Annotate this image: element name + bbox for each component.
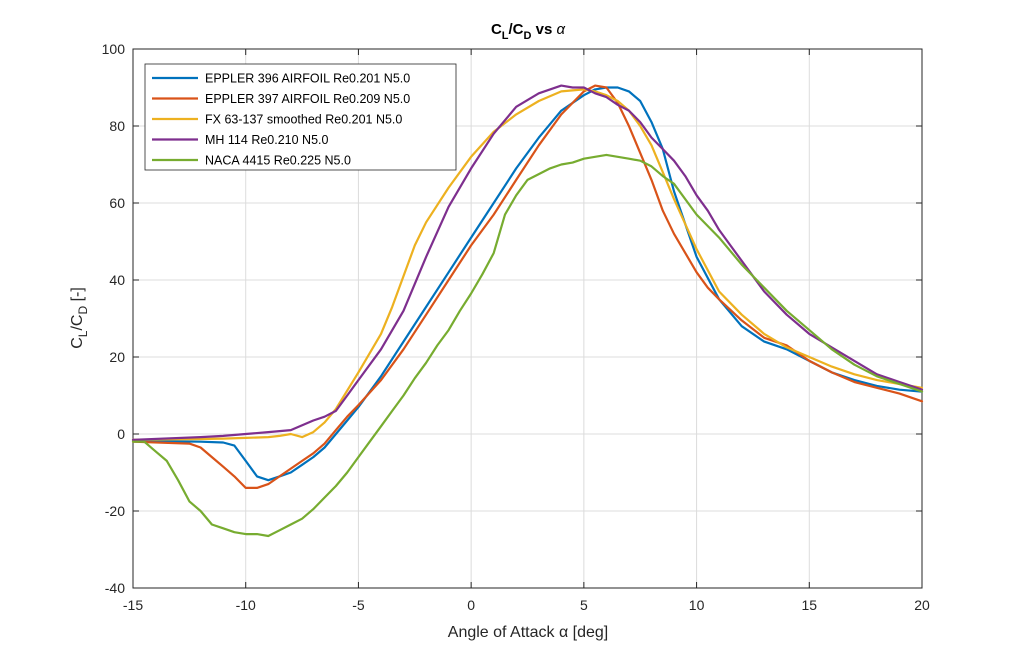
legend-box [144, 63, 457, 171]
y-axis-label: CL/CD [-] [69, 287, 90, 349]
y-tick-label: 100 [102, 41, 126, 57]
y-tick-label: -40 [105, 580, 125, 596]
x-tick-label: 20 [914, 597, 930, 613]
legend-label: EPPLER 396 AIRFOIL Re0.201 N5.0 [205, 72, 410, 86]
x-tick-label: 15 [801, 597, 817, 613]
series-layer [131, 84, 924, 538]
x-tick-label: -15 [123, 597, 143, 613]
legend-item: EPPLER 397 AIRFOIL Re0.209 N5.0 [152, 92, 410, 106]
tick-labels: -15 -10 -5 0 5 10 15 20 -40 -20 0 20 40 60 80 100 [102, 41, 930, 613]
legend-label: MH 114 Re0.210 N5.0 [205, 133, 328, 147]
legend-item: EPPLER 396 AIRFOIL Re0.201 N5.0 [152, 72, 410, 86]
y-tick-label: -20 [105, 503, 125, 519]
x-tick-label: 10 [689, 597, 705, 613]
y-tick-label: 80 [109, 118, 125, 134]
series-line-3 [131, 88, 924, 441]
plot-area [132, 48, 923, 589]
x-axis-label: Angle of Attack α [deg] [448, 624, 608, 641]
y-tick-label: 40 [109, 272, 125, 288]
chart-title: CL/CD vs α [491, 21, 566, 42]
legend-label: EPPLER 397 AIRFOIL Re0.209 N5.0 [205, 92, 410, 106]
y-tick-label: 20 [109, 349, 125, 365]
legend-item: FX 63-137 smoothed Re0.201 N5.0 [152, 113, 402, 127]
legend: EPPLER 396 AIRFOIL Re0.201 N5.0 EPPLER 39… [144, 63, 457, 171]
legend-item: NACA 4415 Re0.225 N5.0 [152, 154, 351, 168]
x-tick-label: -5 [352, 597, 365, 613]
legend-label: FX 63-137 smoothed Re0.201 N5.0 [205, 113, 402, 127]
legend-label: NACA 4415 Re0.225 N5.0 [205, 154, 351, 168]
y-tick-label: 0 [117, 426, 125, 442]
legend-item: MH 114 Re0.210 N5.0 [152, 133, 328, 147]
series-line-5 [131, 153, 924, 538]
series-line-2 [131, 84, 924, 489]
y-tick-label: 60 [109, 195, 125, 211]
x-tick-label: 0 [467, 597, 475, 613]
x-tick-label: 5 [580, 597, 588, 613]
series-line-4 [131, 84, 924, 441]
x-tick-label: -10 [236, 597, 256, 613]
